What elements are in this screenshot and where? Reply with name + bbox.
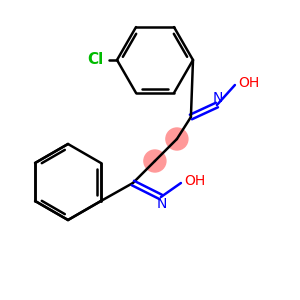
Text: Cl: Cl (87, 52, 103, 68)
Text: N: N (157, 197, 167, 211)
Text: OH: OH (184, 174, 206, 188)
Circle shape (166, 128, 188, 150)
Text: N: N (213, 91, 223, 105)
Text: OH: OH (238, 76, 260, 90)
Circle shape (144, 150, 166, 172)
